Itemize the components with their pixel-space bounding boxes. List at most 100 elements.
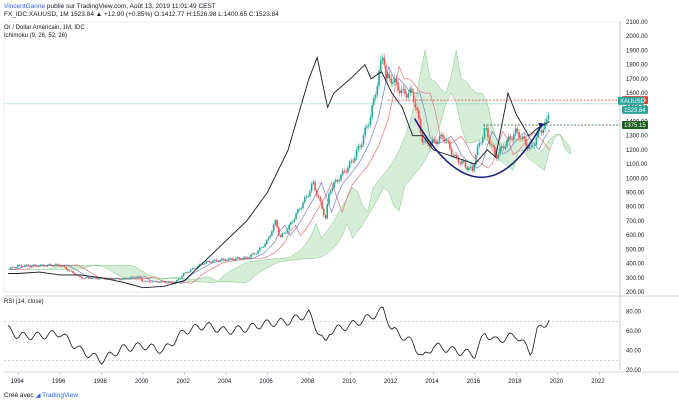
candle-body — [74, 273, 76, 276]
candle-body — [236, 257, 239, 259]
candle-body — [404, 88, 406, 95]
candle-body — [217, 260, 220, 262]
candle-body — [163, 281, 166, 283]
candle-body — [310, 183, 313, 192]
candle-body — [229, 258, 232, 259]
candle-body — [473, 164, 475, 171]
candle-body — [354, 157, 356, 162]
footer-created: Créé avec — [4, 392, 34, 399]
candle-body — [371, 105, 373, 118]
time-tick-label: 2002 — [176, 379, 190, 385]
candle-body — [421, 132, 424, 143]
candle-body — [419, 118, 422, 133]
candle-body — [483, 128, 486, 138]
candle-body — [141, 278, 144, 282]
candle-body — [393, 78, 396, 83]
candle-body — [75, 275, 78, 276]
candle-body — [392, 82, 394, 84]
candle-body — [241, 258, 244, 260]
candle-body — [48, 264, 50, 266]
price-tick-label: 1600.00 — [626, 91, 648, 97]
candle-body — [272, 224, 275, 232]
candle-body — [379, 60, 382, 71]
candle-body — [29, 265, 31, 267]
candle-body — [281, 233, 284, 237]
candle-body — [279, 235, 282, 237]
candle-body — [442, 134, 444, 139]
candle-body — [378, 70, 380, 86]
candle-body — [412, 92, 415, 102]
candle-body — [143, 281, 145, 282]
candle-body — [13, 267, 16, 269]
candle-body — [20, 264, 23, 267]
candle-body — [381, 57, 384, 61]
candle-body — [276, 220, 278, 228]
candle-body — [186, 272, 189, 274]
candle-body — [540, 130, 543, 133]
candle-body — [215, 259, 218, 261]
time-tick-label: 1998 — [93, 379, 107, 385]
candle-body — [201, 264, 204, 265]
price-tick-label: 200.00 — [626, 290, 645, 296]
candle-body — [18, 264, 21, 266]
candle-body — [284, 232, 287, 234]
price-tick-label: 800.00 — [626, 205, 645, 211]
candle-body — [328, 193, 330, 205]
candle-body — [157, 281, 159, 283]
time-tick-label: 2016 — [467, 379, 481, 385]
candle-body — [182, 273, 185, 277]
price-tick-label: 1300.00 — [626, 134, 648, 140]
rsi-indicator-label[interactable]: RSI (14, close) — [4, 299, 44, 305]
publish-text: publié sur TradingView.com, Août 13, 201… — [46, 3, 216, 10]
candle-body — [475, 155, 477, 165]
candle-body — [70, 270, 73, 272]
candle-body — [326, 204, 329, 219]
candle-body — [469, 166, 472, 168]
candle-body — [113, 278, 116, 280]
candle-body — [127, 278, 130, 280]
candle-body — [283, 232, 285, 234]
candle-body — [352, 160, 354, 162]
candle-body — [409, 88, 411, 93]
candle-body — [257, 250, 259, 254]
author-name[interactable]: VincentGanne — [4, 3, 46, 10]
candle-body — [205, 261, 208, 264]
candle-body — [207, 261, 209, 262]
candle-body — [8, 268, 10, 270]
candle-body — [450, 148, 453, 156]
candle-body — [17, 265, 19, 268]
candle-body — [42, 264, 45, 267]
candle-body — [160, 281, 163, 283]
price-tag-2 — [622, 105, 648, 114]
price-tick-label: 600.00 — [626, 233, 645, 239]
candle-body — [525, 139, 527, 146]
price-tag-text-2: 1523.84 — [624, 108, 646, 114]
candle-body — [459, 163, 462, 164]
candle-body — [246, 257, 249, 259]
candle-body — [485, 128, 488, 129]
candle-body — [260, 247, 263, 248]
ichimoku-indicator-label[interactable]: Ichimoku (9, 26, 52, 26) — [4, 33, 68, 39]
candle-body — [245, 256, 247, 258]
candle-body — [169, 282, 171, 283]
candle-body — [487, 128, 489, 138]
candle-body — [259, 247, 261, 251]
candle-body — [82, 278, 85, 280]
candle-body — [134, 277, 137, 278]
candle-body — [511, 138, 513, 140]
candle-body — [61, 265, 64, 267]
candle-body — [293, 218, 296, 222]
candle-body — [500, 146, 503, 148]
candle-body — [502, 146, 505, 149]
candle-body — [155, 280, 157, 282]
candle-body — [208, 261, 211, 263]
candle-body — [124, 278, 126, 279]
footer-brand[interactable]: TradingView — [42, 392, 78, 399]
candle-body — [243, 256, 246, 259]
candle-body — [532, 145, 534, 147]
price-tag-text-1: XAUUSD — [620, 99, 646, 105]
candle-body — [547, 114, 550, 120]
candle-body — [518, 131, 520, 139]
candle-body — [252, 253, 254, 255]
